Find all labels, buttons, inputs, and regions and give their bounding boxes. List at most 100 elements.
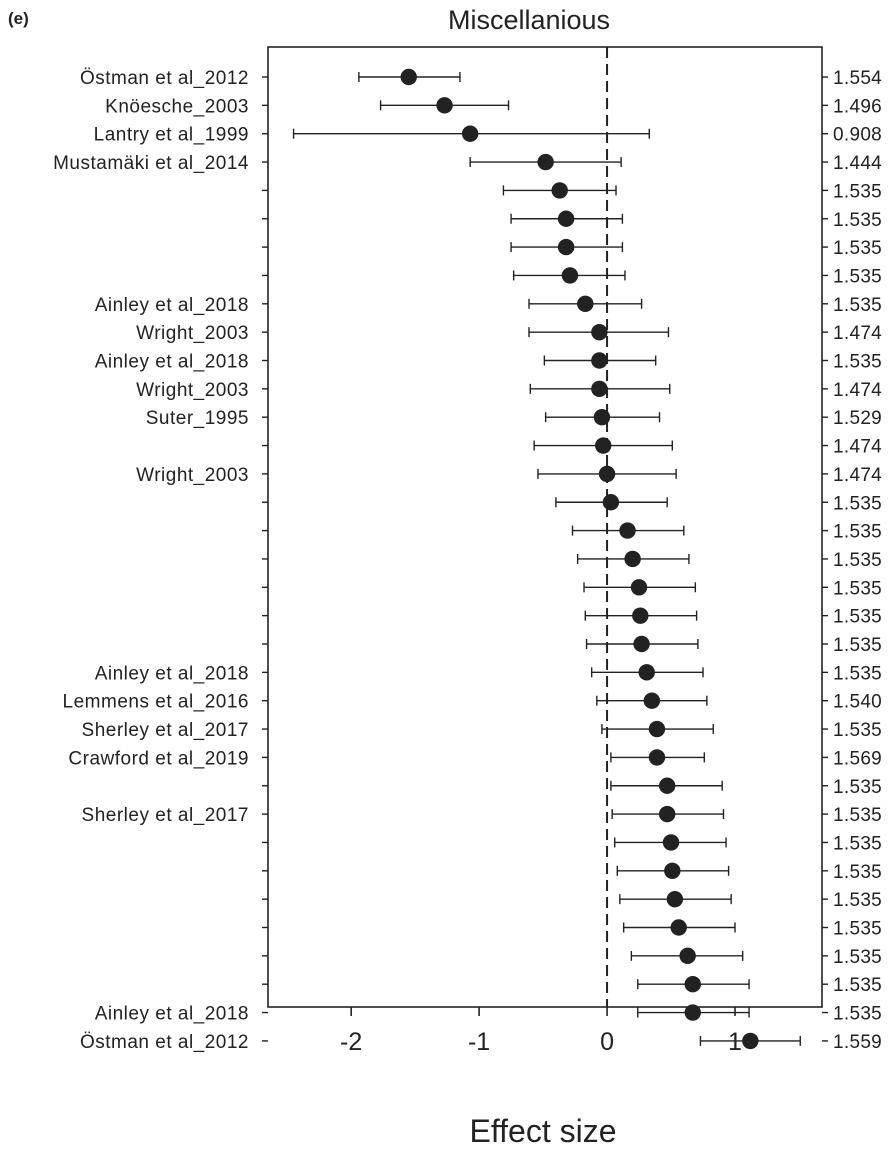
effect-point bbox=[684, 976, 701, 993]
effect-point bbox=[436, 97, 453, 114]
study-row: Lemmens et al_2016 1.540 bbox=[63, 692, 882, 713]
effect-point bbox=[591, 380, 608, 398]
weight-value: 1.474 bbox=[833, 465, 882, 486]
study-row: 1.535 bbox=[262, 975, 882, 996]
study-row: 1.535 bbox=[262, 777, 882, 798]
effect-point bbox=[400, 68, 417, 86]
study-label: Wright_2003 bbox=[136, 465, 249, 486]
study-row: Suter_1995 1.529 bbox=[146, 408, 882, 429]
weight-value: 1.535 bbox=[833, 352, 882, 373]
study-label: Sherley et al_2017 bbox=[82, 720, 249, 741]
study-row: Sherley et al_2017 1.535 bbox=[82, 720, 882, 741]
weight-value: 1.535 bbox=[833, 805, 882, 826]
effect-point bbox=[662, 834, 680, 851]
weight-value: 1.535 bbox=[833, 607, 882, 628]
weight-value: 1.535 bbox=[833, 210, 882, 231]
effect-point bbox=[742, 1032, 759, 1050]
weight-value: 1.559 bbox=[833, 1032, 882, 1053]
study-label: Crawford et al_2019 bbox=[68, 748, 249, 769]
weight-value: 1.535 bbox=[833, 522, 882, 543]
chart-title: Miscellanious bbox=[448, 5, 610, 35]
weight-value: 1.535 bbox=[833, 720, 882, 741]
study-label: Wright_2003 bbox=[136, 380, 249, 401]
weight-value: 1.535 bbox=[833, 890, 882, 911]
weight-value: 1.535 bbox=[833, 181, 882, 202]
study-row: Wright_2003 1.474 bbox=[136, 323, 882, 344]
study-label: Suter_1995 bbox=[146, 408, 249, 429]
effect-point bbox=[557, 210, 575, 227]
weight-value: 1.554 bbox=[833, 68, 882, 89]
effect-point bbox=[561, 267, 579, 284]
effect-point bbox=[632, 607, 649, 624]
study-row: 1.535 bbox=[262, 890, 882, 911]
weight-value: 1.474 bbox=[833, 323, 882, 344]
weight-value: 1.535 bbox=[833, 493, 882, 514]
study-row: 1.535 bbox=[262, 266, 882, 287]
study-row: Crawford et al_2019 1.569 bbox=[68, 748, 882, 769]
study-row: 1.535 bbox=[262, 919, 882, 940]
weight-value: 1.535 bbox=[833, 266, 882, 287]
study-row: 1.535 bbox=[262, 578, 882, 599]
study-row: Wright_2003 1.474 bbox=[136, 380, 882, 401]
study-row: 1.535 bbox=[262, 522, 882, 543]
weight-value: 1.535 bbox=[833, 975, 882, 996]
study-row: Knöesche_2003 1.496 bbox=[105, 96, 882, 117]
effect-point bbox=[551, 182, 568, 199]
study-row: Ainley et al_2018 1.535 bbox=[95, 352, 882, 373]
study-label: Sherley et al_2017 bbox=[82, 805, 249, 826]
effect-point bbox=[602, 494, 620, 511]
study-label: Ainley et al_2018 bbox=[95, 295, 249, 316]
effect-point bbox=[648, 749, 666, 766]
weight-value: 1.535 bbox=[833, 862, 882, 883]
weight-value: 1.474 bbox=[833, 380, 882, 401]
weight-value: 1.535 bbox=[833, 919, 882, 940]
weight-value: 1.444 bbox=[833, 153, 882, 174]
study-row: 1.535 bbox=[262, 550, 882, 571]
effect-point bbox=[630, 579, 648, 596]
x-tick-label: 0 bbox=[600, 1028, 614, 1056]
effect-point bbox=[648, 720, 666, 738]
effect-point bbox=[658, 777, 676, 794]
study-row: 1.535 bbox=[262, 607, 882, 628]
study-label: Knöesche_2003 bbox=[105, 96, 249, 117]
effect-point bbox=[643, 692, 661, 709]
effect-point bbox=[577, 295, 594, 312]
effect-point bbox=[461, 125, 479, 142]
study-row: 1.535 bbox=[262, 493, 882, 514]
weight-value: 0.908 bbox=[833, 125, 882, 146]
study-row: 1.535 bbox=[262, 947, 882, 968]
study-row: 1.535 bbox=[262, 862, 882, 883]
study-row: Östman et al_2012 1.559 bbox=[80, 1032, 882, 1053]
effect-point bbox=[679, 947, 696, 965]
effect-point bbox=[593, 409, 611, 426]
effect-point bbox=[633, 635, 650, 653]
weight-value: 1.569 bbox=[833, 748, 882, 769]
effect-point bbox=[557, 238, 575, 256]
effect-point bbox=[591, 352, 608, 369]
effect-point bbox=[619, 522, 636, 539]
weight-value: 1.496 bbox=[833, 96, 882, 117]
study-row: Östman et al_2012 1.554 bbox=[80, 68, 882, 89]
study-row: Ainley et al_2018 1.535 bbox=[95, 1004, 882, 1025]
study-row: 1.474 bbox=[262, 437, 882, 458]
study-row: Wright_2003 1.474 bbox=[136, 465, 882, 486]
study-row: Mustamäki et al_2014 1.444 bbox=[53, 153, 882, 174]
study-row: Sherley et al_2017 1.535 bbox=[82, 805, 882, 826]
plot-frame bbox=[267, 46, 823, 1008]
study-label: Mustamäki et al_2014 bbox=[53, 153, 249, 174]
weight-value: 1.535 bbox=[833, 947, 882, 968]
weight-value: 1.535 bbox=[833, 1004, 882, 1025]
weight-value: 1.535 bbox=[833, 833, 882, 854]
panel-label: (e) bbox=[8, 9, 29, 28]
study-label: Ainley et al_2018 bbox=[95, 352, 249, 373]
x-axis-label: Effect size bbox=[469, 1113, 616, 1149]
effect-point bbox=[658, 805, 676, 823]
weight-value: 1.535 bbox=[833, 550, 882, 571]
study-row: 1.535 bbox=[262, 238, 882, 259]
effect-point bbox=[624, 550, 641, 568]
weight-value: 1.535 bbox=[833, 238, 882, 259]
effect-point bbox=[666, 890, 684, 908]
study-row: 1.535 bbox=[262, 635, 882, 656]
study-label: Ainley et al_2018 bbox=[95, 663, 249, 684]
